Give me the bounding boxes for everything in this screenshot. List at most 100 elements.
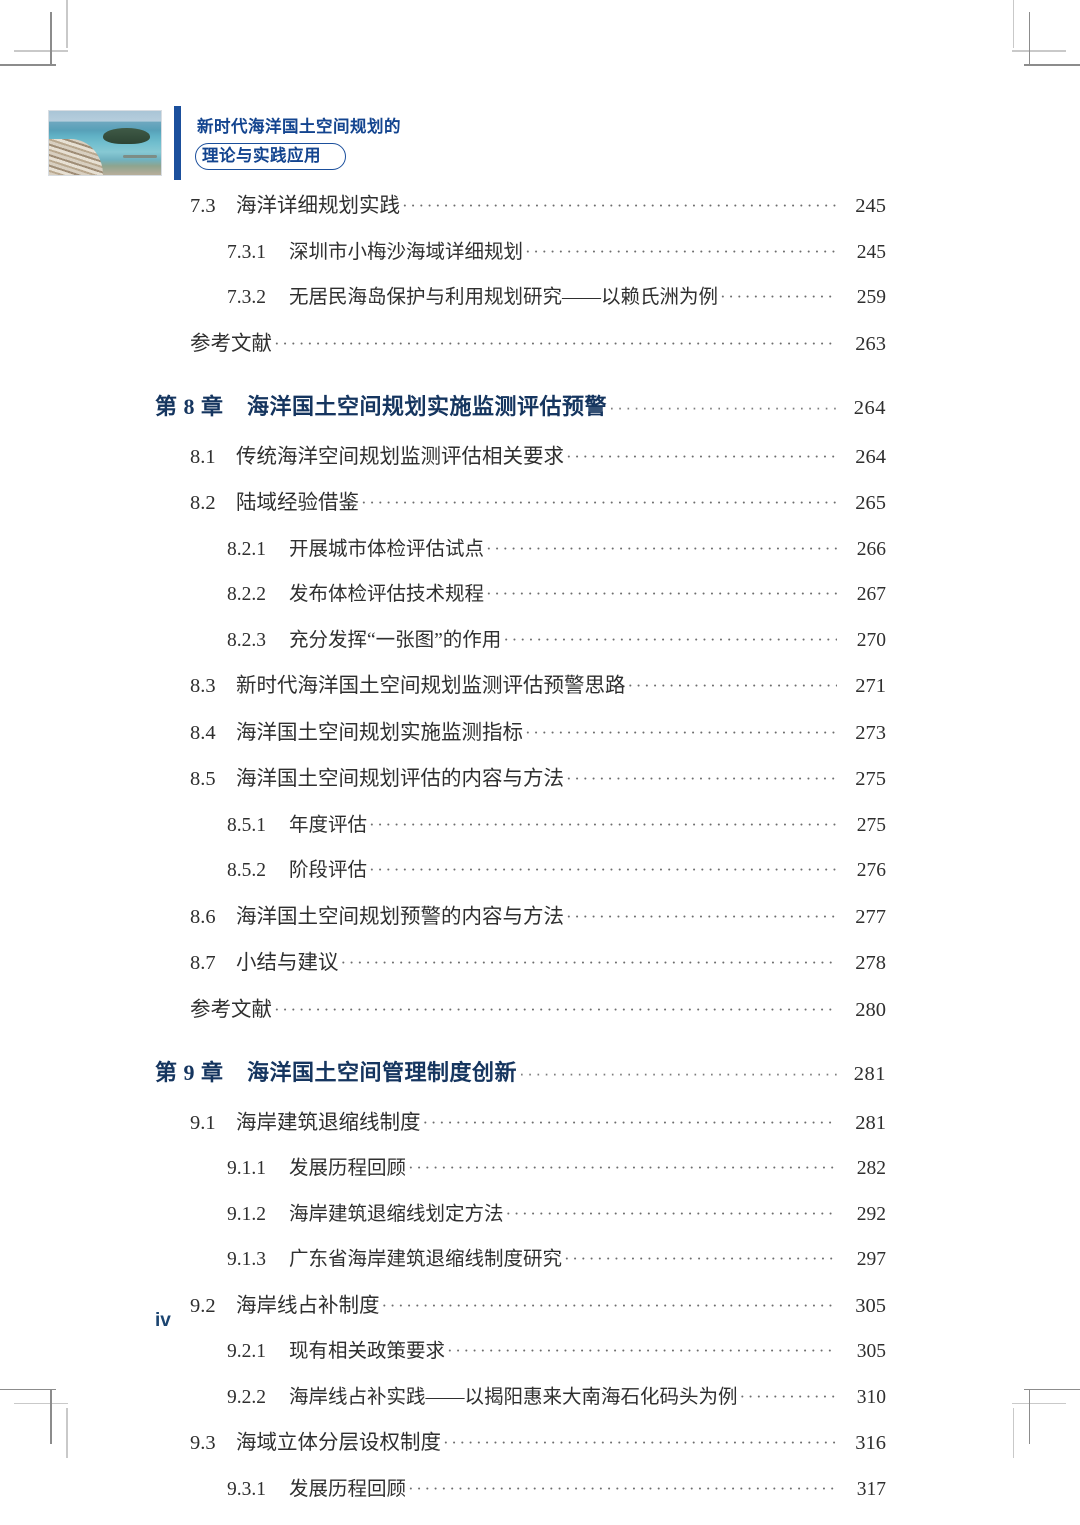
toc-entry-label: 参考文献	[190, 332, 272, 355]
crop-mark-top-left	[0, 0, 140, 140]
toc-entry-8.6[interactable]: 8.6 海洋国土空间规划预警的内容与方法 ·····················…	[190, 905, 886, 928]
toc-leader-dots: ········································…	[564, 1250, 837, 1267]
toc-leader-dots: ········································…	[422, 1113, 838, 1131]
toc-entry-number: 9.1.2	[227, 1203, 266, 1225]
toc-leader-dots: ········································…	[720, 288, 837, 305]
toc-leader-dots: ········································…	[369, 861, 837, 878]
toc-leader-dots: ········································…	[402, 197, 837, 214]
town-shape	[49, 139, 103, 175]
toc-entry-label: 无居民海岛保护与利用规划研究——以赖氏洲为例	[289, 287, 719, 308]
toc-entry-number: 8.4	[190, 721, 216, 744]
toc-entry-label: 阶段评估	[289, 860, 368, 881]
toc-entry-number: 9.1.1	[227, 1158, 266, 1179]
toc-entry-page-number: 276	[856, 860, 886, 881]
toc-entry-number: 第 9 章	[155, 1060, 224, 1085]
toc-entry-8.2.3[interactable]: 8.2.3 充分发挥“一张图”的作用 ·······················…	[227, 629, 886, 651]
toc-entry-9.2.2[interactable]: 9.2.2 海岸线占补实践——以揭阳惠来大南海石化码头为例············…	[227, 1386, 886, 1408]
toc-entry-9.1.3[interactable]: 9.1.3 广东省海岸建筑退缩线制度研究 ·····················…	[227, 1250, 886, 1270]
toc-entry-number: 8.5	[190, 768, 216, 790]
toc-leader-dots: ········································…	[739, 1387, 837, 1405]
toc-entry-number: 8.2.1	[227, 538, 266, 560]
toc-entry-9[interactable]: 第 9 章海洋国土空间管理制度创新 ·······················…	[155, 1062, 886, 1085]
toc-entry-number: 8.2.2	[227, 584, 266, 605]
toc-entry-number: 8.2	[190, 492, 216, 514]
toc-entry-page-number: 271	[855, 675, 886, 697]
toc-entry-8.2.1[interactable]: 8.2.1 开展城市体检评估试点 ·························…	[227, 538, 886, 560]
toc-entry-9.1.1[interactable]: 9.1.1 发展历程回顾 ·····························…	[227, 1159, 886, 1179]
toc-entry-label: 海岸建筑退缩线划定方法	[289, 1203, 504, 1225]
toc-leader-dots: ········································…	[447, 1342, 837, 1359]
toc-entry-7.3.2[interactable]: 7.3.2 无居民海岛保护与利用规划研究——以赖氏洲为例 ·············…	[227, 288, 886, 308]
toc-leader-dots: ········································…	[486, 539, 837, 557]
toc-entry-label: 发展历程回顾	[289, 1158, 407, 1179]
toc-leader-dots: ········································…	[340, 954, 838, 971]
toc-entry-number: 8.3	[190, 675, 216, 697]
toc-leader-dots: ········································…	[627, 677, 838, 694]
toc-leader-dots: ········································…	[566, 447, 837, 465]
toc-entry-references[interactable]: 参考文献 ····································…	[190, 332, 886, 355]
toc-entry-label: 现有相关政策要求	[289, 1341, 446, 1362]
toc-entry-8.2.2[interactable]: 8.2.2 发布体检评估技术规程 ·························…	[227, 585, 886, 605]
toc-entry-page-number: 273	[855, 721, 886, 744]
toc-entry-page-number: 277	[855, 905, 886, 928]
crop-mark-bottom-right	[940, 1330, 1080, 1458]
toc-entry-label: 深圳市小梅沙海域详细规划	[289, 241, 524, 263]
toc-entry-page-number: 270	[856, 629, 886, 651]
toc-entry-9.3[interactable]: 9.3 海域立体分层设权制度 ···························…	[190, 1433, 886, 1454]
toc-leader-dots: ········································…	[505, 1204, 837, 1222]
toc-entry-label: 广东省海岸建筑退缩线制度研究	[289, 1249, 563, 1270]
toc-entry-number: 9.1	[190, 1111, 216, 1134]
toc-entry-page-number: 264	[855, 445, 886, 468]
toc-entry-page-number: 280	[855, 998, 886, 1021]
toc-entry-number: 9.3.1	[227, 1478, 266, 1500]
toc-entry-8.2[interactable]: 8.2 陆域经验借鉴 ·······························…	[190, 493, 886, 514]
toc-entry-8.5[interactable]: 8.5 海洋国土空间规划评估的内容与方法 ·····················…	[190, 769, 886, 790]
running-header: 新时代海洋国土空间规划的 理论与实践应用	[48, 106, 401, 180]
toc-entry-label: 小结与建议	[236, 952, 339, 974]
toc-entry-label: 发展历程回顾	[289, 1478, 407, 1500]
toc-entry-8.5.1[interactable]: 8.5.1 年度评估 ·······························…	[227, 814, 886, 836]
toc-entry-number: 9.1.3	[227, 1249, 266, 1270]
toc-entry-page-number: 275	[855, 768, 886, 790]
toc-entry-8.5.2[interactable]: 8.5.2 阶段评估 ·······························…	[227, 861, 886, 881]
toc-leader-dots: ········································…	[525, 242, 837, 260]
toc-entry-7.3.1[interactable]: 7.3.1 深圳市小梅沙海域详细规划 ·······················…	[227, 241, 886, 263]
toc-entry-page-number: 263	[855, 332, 886, 355]
toc-entry-label: 发布体检评估技术规程	[289, 584, 485, 605]
toc-entry-9.1[interactable]: 9.1 海岸建筑退缩线制度 ····························…	[190, 1111, 886, 1134]
toc-entry-label: 海洋详细规划实践	[236, 195, 400, 217]
pier-shape	[122, 155, 157, 159]
toc-entry-number: 8.6	[190, 905, 216, 928]
toc-entry-8.7[interactable]: 8.7 小结与建议 ································…	[190, 953, 886, 974]
toc-entry-page-number: 292	[856, 1203, 886, 1225]
toc-entry-8.1[interactable]: 8.1 传统海洋空间规划监测评估相关要求 ·····················…	[190, 445, 886, 468]
toc-entry-8.3[interactable]: 8.3 新时代海洋国土空间规划监测评估预警思路 ··················…	[190, 676, 886, 697]
toc-entry-9.2[interactable]: 9.2 海岸线占补制度 ······························…	[190, 1294, 886, 1317]
toc-entry-8.4[interactable]: 8.4 海洋国土空间规划实施监测指标 ·······················…	[190, 721, 886, 744]
toc-entry-label: 海岸建筑退缩线制度	[236, 1111, 421, 1134]
toc-entry-references[interactable]: 参考文献 ····································…	[190, 998, 886, 1021]
header-accent-bar	[174, 106, 181, 180]
toc-entry-number: 8.5.1	[227, 814, 266, 836]
toc-entry-number: 8.1	[190, 445, 216, 468]
toc-entry-number: 7.3.2	[227, 287, 266, 308]
toc-leader-dots: ········································…	[525, 723, 837, 741]
header-title-block: 新时代海洋国土空间规划的 理论与实践应用	[195, 106, 401, 180]
toc-entry-page-number: 305	[856, 1341, 886, 1362]
toc-entry-page-number: 267	[856, 584, 886, 605]
toc-entry-label: 海岸线占补制度	[236, 1294, 380, 1317]
toc-entry-label: 参考文献	[190, 998, 272, 1021]
table-of-contents: 7.3 海洋详细规划实践 ·····························…	[0, 196, 1080, 1525]
toc-entry-9.3.1[interactable]: 9.3.1 发展历程回顾 ·····························…	[227, 1478, 886, 1500]
crop-mark-top-right	[940, 0, 1080, 140]
toc-entry-7.3[interactable]: 7.3 海洋详细规划实践 ·····························…	[190, 196, 886, 217]
toc-entry-number: 7.3	[190, 195, 216, 217]
toc-entry-label: 海域立体分层设权制度	[236, 1432, 441, 1454]
toc-entry-9.1.2[interactable]: 9.1.2 海岸建筑退缩线划定方法 ························…	[227, 1203, 886, 1225]
toc-entry-9.2.1[interactable]: 9.2.1 现有相关政策要求 ···························…	[227, 1342, 886, 1362]
toc-entry-page-number: 310	[856, 1386, 886, 1408]
toc-entry-number: 8.2.3	[227, 629, 266, 651]
toc-entry-8[interactable]: 第 8 章海洋国土空间规划实施监测评估预警 ···················…	[155, 396, 886, 419]
toc-entry-label: 海洋国土空间规划预警的内容与方法	[236, 905, 564, 928]
toc-entry-number: 9.2.1	[227, 1341, 266, 1362]
